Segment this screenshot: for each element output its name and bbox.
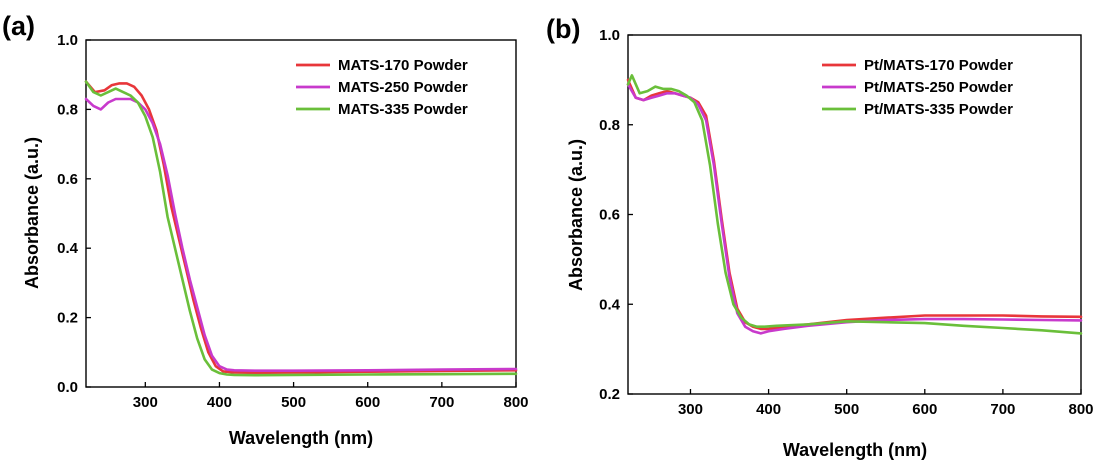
series-group xyxy=(84,80,518,377)
series-line xyxy=(84,80,518,377)
x-tick-label: 400 xyxy=(207,394,232,411)
legend-label: Pt/MATS-250 Powder xyxy=(864,79,1013,96)
chart-panel-a: (a) 300 400 500 600 700 800 0.0 0.2 0.4 0.6 0.8 1.0… xyxy=(2,11,529,448)
x-tick-label: 500 xyxy=(281,394,306,411)
x-axis-title: Wavelength (nm) xyxy=(229,428,373,448)
axis-ticks: 300 400 500 600 700 800 0.2 0.4 0.6 0.8 1.0 xyxy=(599,27,1093,418)
x-tick-label: 300 xyxy=(133,394,158,411)
series-line xyxy=(626,74,1083,335)
y-tick-label: 0.2 xyxy=(599,386,620,403)
x-tick-label: 800 xyxy=(1068,401,1093,418)
legend-label: MATS-170 Powder xyxy=(338,57,468,74)
y-tick-label: 0.6 xyxy=(599,207,620,224)
x-tick-label: 500 xyxy=(834,401,859,418)
y-tick-label: 0.4 xyxy=(57,240,79,257)
y-tick-label: 1.0 xyxy=(599,27,620,44)
legend-label: Pt/MATS-335 Powder xyxy=(864,101,1013,118)
y-tick-label: 0.2 xyxy=(57,310,78,327)
y-tick-label: 0.4 xyxy=(599,296,621,313)
plot-frame xyxy=(85,39,517,388)
legend-label: MATS-335 Powder xyxy=(338,101,468,118)
series-line xyxy=(84,97,518,373)
chart-panel-b: (b) 300 400 500 600 700 800 0.2 0.4 0.6 0.8 1.0 Pt… xyxy=(546,14,1094,460)
series-group xyxy=(626,74,1083,335)
x-tick-label: 700 xyxy=(429,394,454,411)
x-tick-label: 300 xyxy=(678,401,703,418)
x-tick-label: 700 xyxy=(990,401,1015,418)
axis-ticks: 300 400 500 600 700 800 0.0 0.2 0.4 0.6 0.8 1.0 xyxy=(57,32,528,411)
x-tick-label: 400 xyxy=(756,401,781,418)
plot-frame xyxy=(627,34,1082,395)
legend-label: Pt/MATS-170 Powder xyxy=(864,57,1013,74)
x-axis-title: Wavelength (nm) xyxy=(783,440,927,460)
x-tick-label: 600 xyxy=(355,394,380,411)
panel-label: (b) xyxy=(546,14,580,44)
series-line xyxy=(626,83,1083,335)
legend: Pt/MATS-170 Powder Pt/MATS-250 Powder Pt/M… xyxy=(822,57,1013,118)
legend-label: MATS-250 Powder xyxy=(338,79,468,96)
y-axis-title: Absorbance (a.u.) xyxy=(566,139,586,291)
panel-label: (a) xyxy=(2,11,35,41)
y-tick-label: 0.8 xyxy=(599,117,620,134)
x-tick-label: 800 xyxy=(503,394,528,411)
series-line xyxy=(626,78,1083,331)
legend: MATS-170 Powder MATS-250 Powder MATS-335 P… xyxy=(296,57,468,118)
x-tick-label: 600 xyxy=(912,401,937,418)
series-line xyxy=(84,80,518,375)
y-axis-title: Absorbance (a.u.) xyxy=(22,137,42,289)
y-tick-label: 1.0 xyxy=(57,32,78,49)
y-tick-label: 0.6 xyxy=(57,171,78,188)
y-tick-label: 0.0 xyxy=(57,379,78,396)
y-tick-label: 0.8 xyxy=(57,101,78,118)
